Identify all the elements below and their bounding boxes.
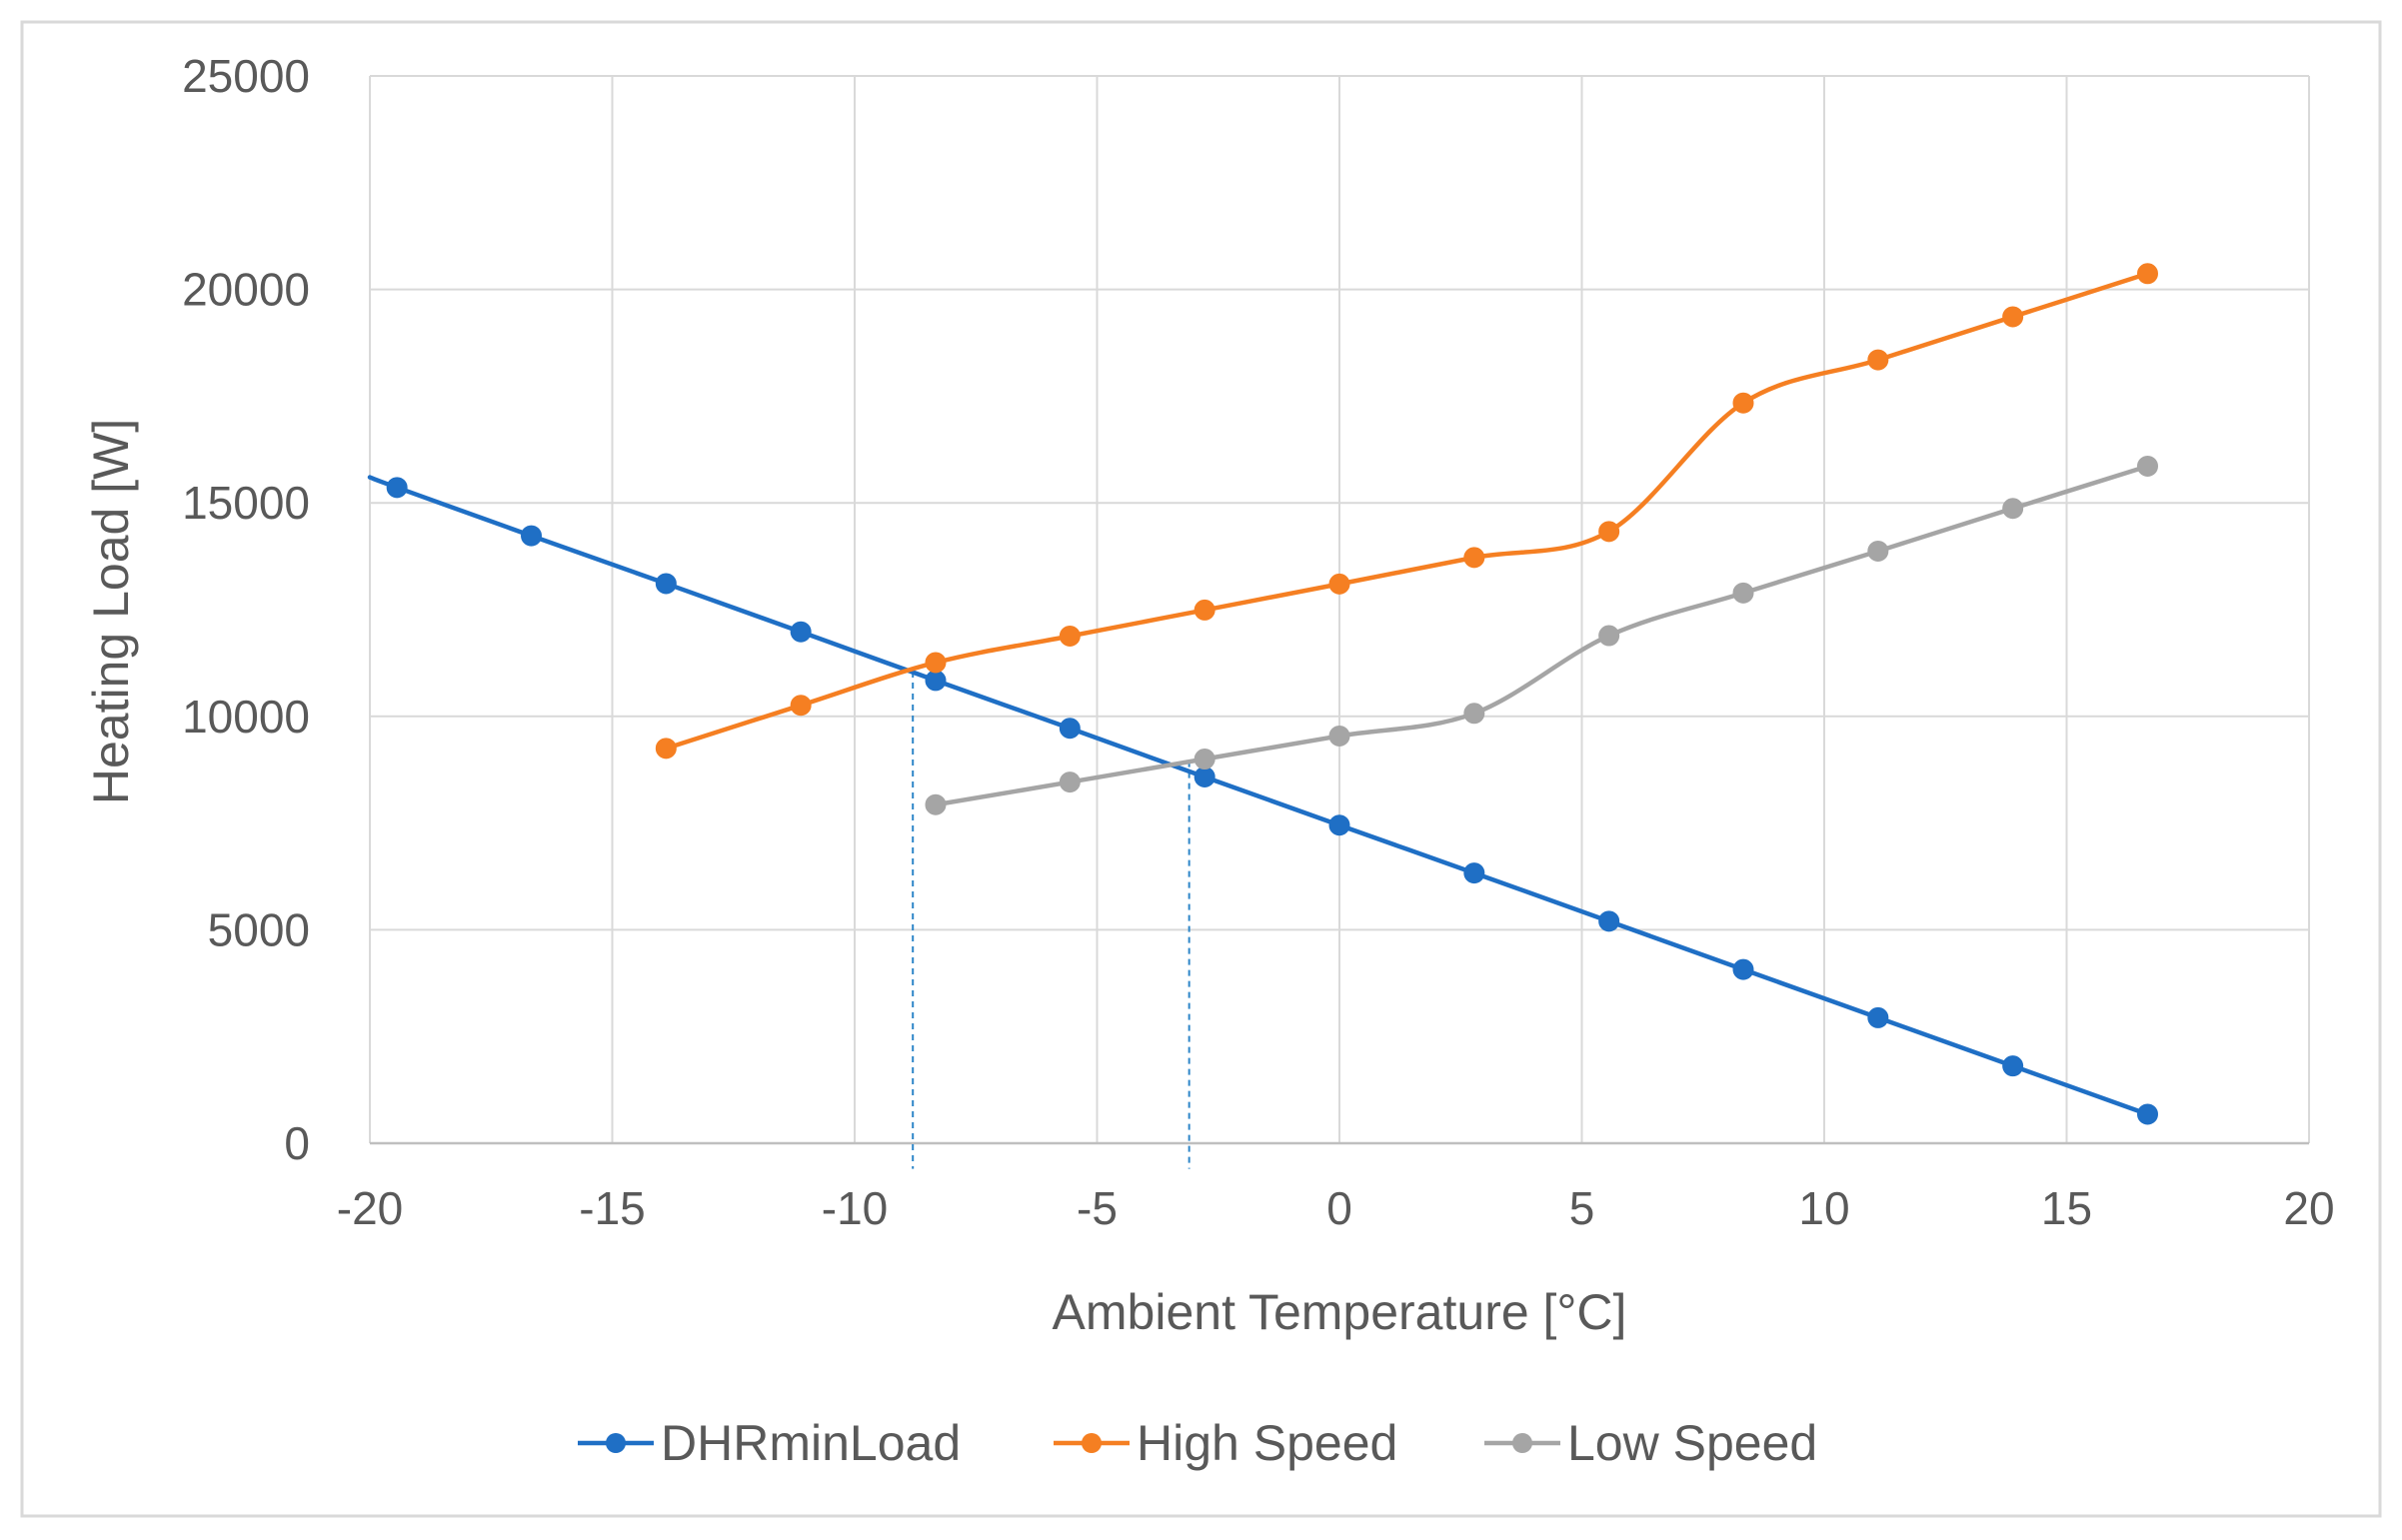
data-point <box>1867 540 1889 562</box>
series-markers <box>386 263 2158 1125</box>
data-point <box>1867 1006 1889 1028</box>
data-point <box>1598 521 1620 543</box>
data-point <box>1463 862 1485 884</box>
grid-lines <box>369 75 2310 1143</box>
data-point <box>1867 349 1889 371</box>
data-point <box>1732 958 1754 980</box>
legend: DHRminLoad High Speed Low Speed <box>578 1415 1817 1471</box>
series-line <box>367 475 2150 1117</box>
data-point <box>1194 749 1215 770</box>
legend-swatch-marker <box>606 1433 626 1453</box>
legend-label: Low Speed <box>1567 1415 1817 1471</box>
data-point <box>1732 582 1754 604</box>
data-point <box>386 477 408 499</box>
data-point <box>521 525 543 547</box>
data-point <box>2002 306 2024 328</box>
legend-swatch-marker <box>1512 1433 1532 1453</box>
series-line <box>933 464 2150 807</box>
x-tick-label: 5 <box>1569 1182 1595 1234</box>
data-point <box>790 695 812 717</box>
y-tick-label: 10000 <box>182 691 310 743</box>
y-axis-title: Heating Load [W] <box>83 419 139 804</box>
x-axis-title: Ambient Temperature [°C] <box>1053 1284 1627 1340</box>
data-point <box>1732 392 1754 414</box>
y-tick-labels: 0 5000 10000 15000 20000 25000 <box>182 50 310 1169</box>
data-point <box>1328 814 1350 836</box>
data-point <box>1194 599 1215 621</box>
x-tick-labels: -20 -15 -10 -5 0 5 10 15 20 <box>337 1182 2335 1234</box>
data-point <box>925 793 947 815</box>
data-point <box>1598 910 1620 932</box>
data-point <box>790 621 812 643</box>
y-tick-label: 15000 <box>182 477 310 529</box>
data-point <box>2002 498 2024 520</box>
data-point <box>1328 573 1350 595</box>
legend-swatch-marker <box>1082 1433 1102 1453</box>
x-tick-label: -5 <box>1077 1182 1118 1234</box>
data-point <box>2136 1103 2158 1125</box>
data-point <box>925 670 947 692</box>
legend-label: DHRminLoad <box>661 1415 961 1471</box>
legend-label: High Speed <box>1137 1415 1397 1471</box>
data-point <box>1463 547 1485 569</box>
y-tick-label: 20000 <box>182 264 310 316</box>
y-tick-label: 0 <box>284 1117 310 1169</box>
x-tick-label: 0 <box>1326 1182 1352 1234</box>
data-point <box>2136 263 2158 285</box>
data-point <box>1059 718 1081 740</box>
data-point <box>1328 725 1350 747</box>
data-point <box>1194 766 1215 787</box>
x-tick-label: -20 <box>337 1182 403 1234</box>
data-point <box>2136 455 2158 477</box>
y-tick-label: 25000 <box>182 50 310 102</box>
data-point <box>655 738 677 760</box>
data-point <box>925 652 947 674</box>
x-tick-label: 10 <box>1798 1182 1849 1234</box>
data-point <box>2002 1055 2024 1077</box>
x-tick-label: -10 <box>822 1182 888 1234</box>
data-point <box>1463 703 1485 725</box>
data-point <box>1059 625 1081 647</box>
data-point <box>1598 625 1620 647</box>
y-tick-label: 5000 <box>208 903 310 955</box>
x-tick-label: 20 <box>2283 1182 2334 1234</box>
x-tick-label: -15 <box>579 1182 645 1234</box>
x-tick-label: 15 <box>2041 1182 2092 1234</box>
data-point <box>655 573 677 595</box>
annotations <box>912 671 1191 1169</box>
data-point <box>1059 771 1081 793</box>
